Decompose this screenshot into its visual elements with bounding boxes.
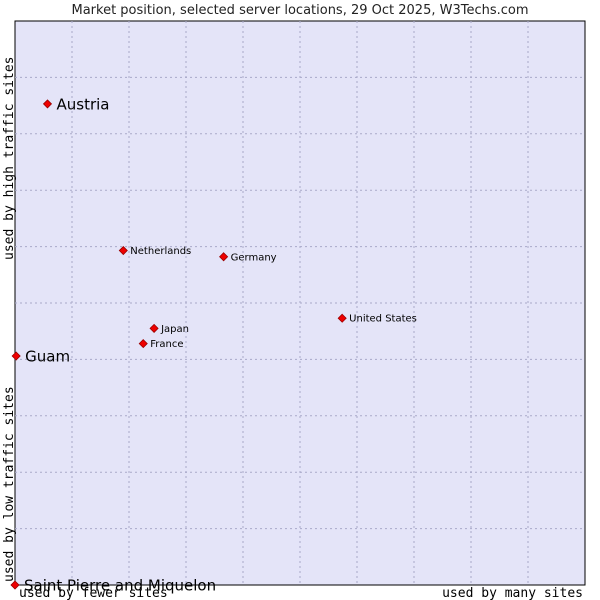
data-point-austria xyxy=(42,99,53,109)
y-axis-label-top: used by high traffic sites xyxy=(2,57,17,261)
y-axis-label-bottom: used by low traffic sites xyxy=(2,386,17,582)
data-point-france xyxy=(138,339,148,349)
data-label-guam: Guam xyxy=(25,348,70,366)
x-axis-label-right: used by many sites xyxy=(442,586,583,600)
data-points: Austria Netherlands Germany United States Ja… xyxy=(10,95,417,595)
x-axis-label-left: used by fewer sites xyxy=(19,586,168,600)
data-point-guam xyxy=(11,351,21,361)
chart-title: Market position, selected server locatio… xyxy=(71,3,528,18)
data-point-united-states xyxy=(337,313,347,323)
data-point-japan xyxy=(149,323,159,333)
data-label-saint-pierre-and-miquelon: Saint Pierre and Miquelon xyxy=(24,577,216,595)
data-label-japan: Japan xyxy=(160,324,189,335)
grid-lines xyxy=(15,21,585,585)
data-label-germany: Germany xyxy=(231,252,277,263)
data-point-germany xyxy=(219,252,229,262)
data-label-austria: Austria xyxy=(56,95,109,113)
data-label-france: France xyxy=(150,339,183,350)
data-label-netherlands: Netherlands xyxy=(130,246,191,257)
data-point-netherlands xyxy=(118,245,128,256)
data-point-saint-pierre-and-miquelon xyxy=(10,580,20,590)
data-label-united-states: United States xyxy=(349,314,417,325)
